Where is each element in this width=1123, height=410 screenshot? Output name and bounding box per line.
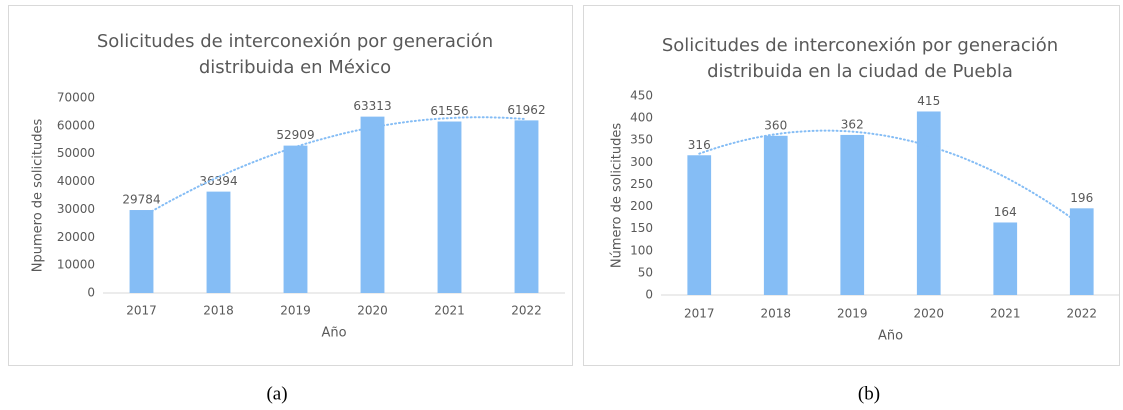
y-tick-label: 50 xyxy=(638,265,653,279)
data-label: 360 xyxy=(764,118,787,132)
caption: (b) xyxy=(858,383,880,404)
x-tick-label: 2020 xyxy=(357,304,388,318)
x-tick-label: 2019 xyxy=(280,304,311,318)
trendline xyxy=(140,116,528,219)
x-tick-label: 2021 xyxy=(434,304,465,318)
data-label: 415 xyxy=(917,94,940,108)
y-tick-label: 70000 xyxy=(57,91,95,105)
y-axis-label: Npumero de solicitudes xyxy=(31,119,46,273)
chart-title: distribuida en México xyxy=(199,57,391,78)
x-tick-label: 2017 xyxy=(684,307,715,321)
chart-title: Solicitudes de interconexión por generac… xyxy=(97,31,493,52)
x-tick-label: 2017 xyxy=(126,304,157,318)
bar xyxy=(437,121,462,293)
data-label: 362 xyxy=(841,117,864,131)
y-tick-label: 60000 xyxy=(57,118,95,132)
bar xyxy=(360,116,385,293)
x-tick-label: 2020 xyxy=(913,307,944,321)
y-tick-label: 10000 xyxy=(57,258,95,272)
bar xyxy=(129,210,154,293)
bar xyxy=(763,135,788,295)
y-tick-label: 0 xyxy=(645,288,653,302)
bar xyxy=(1069,208,1094,295)
y-tick-label: 100 xyxy=(630,243,653,257)
x-tick-label: 2022 xyxy=(1066,307,1097,321)
y-tick-label: 150 xyxy=(630,221,653,235)
y-tick-label: 20000 xyxy=(57,230,95,244)
bar xyxy=(206,191,231,293)
x-tick-label: 2019 xyxy=(837,307,868,321)
y-tick-label: 350 xyxy=(630,133,653,147)
bar xyxy=(840,134,865,295)
data-label: 316 xyxy=(688,138,711,152)
data-label: 61962 xyxy=(507,103,545,117)
y-tick-label: 30000 xyxy=(57,202,95,216)
bar xyxy=(916,111,941,295)
x-tick-label: 2018 xyxy=(760,307,791,321)
x-tick-label: 2018 xyxy=(203,304,234,318)
y-tick-label: 300 xyxy=(630,155,653,169)
y-tick-label: 450 xyxy=(630,89,653,103)
y-axis-label: Número de solicitudes xyxy=(610,123,625,268)
x-tick-label: 2022 xyxy=(511,304,542,318)
y-tick-label: 400 xyxy=(630,111,653,125)
x-tick-label: 2021 xyxy=(990,307,1021,321)
data-label: 61556 xyxy=(430,104,468,118)
chart-title: Solicitudes de interconexión por generac… xyxy=(662,35,1058,56)
bar xyxy=(514,120,539,293)
data-label: 36394 xyxy=(199,174,237,188)
data-label: 63313 xyxy=(353,99,391,113)
data-label: 29784 xyxy=(122,193,160,207)
y-tick-label: 40000 xyxy=(57,174,95,188)
data-label: 164 xyxy=(994,205,1017,219)
y-tick-label: 0 xyxy=(87,286,95,300)
data-label: 52909 xyxy=(276,128,314,142)
caption: (a) xyxy=(266,383,287,404)
chart-title: distribuida en la ciudad de Puebla xyxy=(707,61,1013,82)
data-label: 196 xyxy=(1070,191,1093,205)
bar xyxy=(993,222,1018,295)
y-tick-label: 250 xyxy=(630,177,653,191)
x-axis-label: Año xyxy=(878,329,903,344)
y-tick-label: 200 xyxy=(630,199,653,213)
bar xyxy=(687,155,712,295)
bar xyxy=(283,145,308,293)
y-tick-label: 50000 xyxy=(57,146,95,160)
x-axis-label: Año xyxy=(321,326,346,341)
